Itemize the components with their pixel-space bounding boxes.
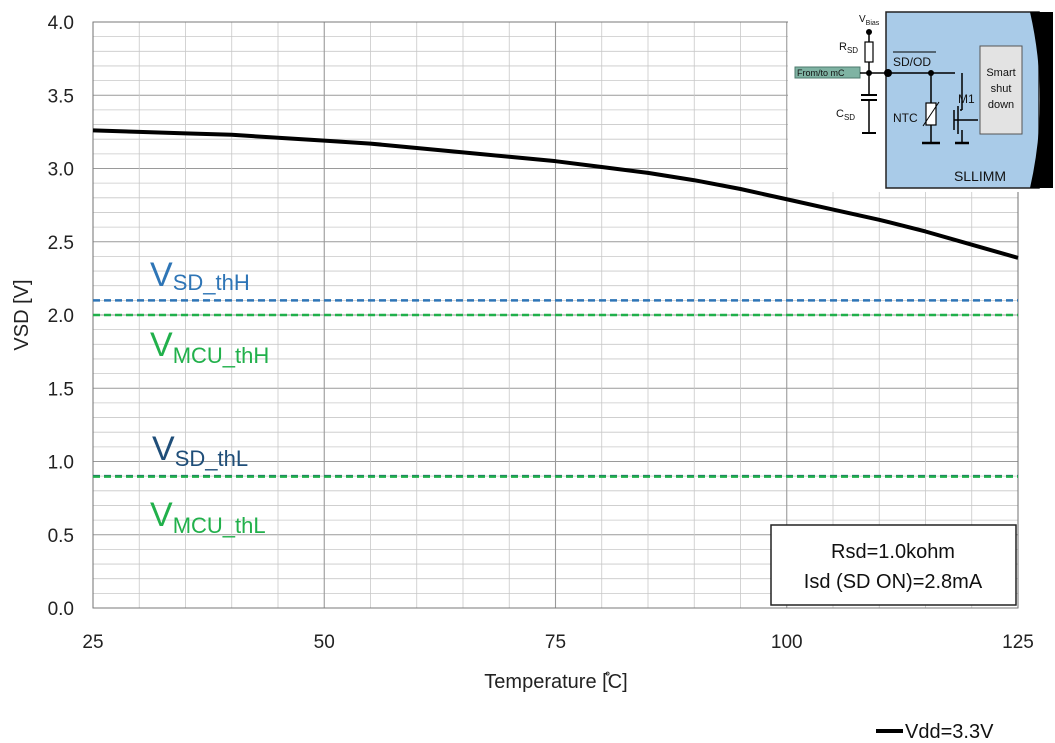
y-axis-title: VSD [V] — [11, 279, 33, 350]
threshold-label-mcu-thl: VMCU_thL — [150, 496, 266, 538]
x-tick-label: 25 — [82, 632, 103, 653]
y-tick-label: 1.5 — [48, 379, 74, 400]
x-axis-title: Temperature [̊C] — [484, 671, 627, 693]
inset-m1-label: M1 — [958, 92, 975, 106]
inset-smart-line-3: down — [988, 99, 1014, 111]
y-tick-label: 3.5 — [48, 86, 74, 107]
threshold-label-mcu-thh: VMCU_thH — [150, 326, 269, 368]
series-line — [92, 128, 1019, 260]
inset-module-edge — [1030, 12, 1053, 188]
y-tick-label: 2.0 — [48, 306, 74, 327]
inset-sdod-label: SD/OD — [893, 55, 931, 69]
y-tick-label: 2.5 — [48, 233, 74, 254]
y-tick-label: 0.0 — [48, 599, 74, 620]
y-tick-label: 3.0 — [48, 160, 74, 181]
inset-schematic: VBias RSD From/to mC CSD SD/OD NTC — [788, 5, 1053, 192]
x-tick-label: 100 — [771, 632, 803, 653]
annotation-line-2: Isd (SD ON)=2.8mA — [804, 571, 983, 593]
inset-ntc-label: NTC — [893, 111, 918, 125]
inset-from-to-label: From/to mC — [797, 68, 845, 78]
inset-smart-line-2: shut — [991, 83, 1012, 95]
y-tick-label: 0.5 — [48, 526, 74, 547]
y-tick-label: 4.0 — [48, 13, 74, 34]
tick-labels: 25 50 75 100 125 0.0 0.5 1.0 1.5 2.0 2.5 3.0 3.5 4.0 — [48, 13, 1034, 653]
annotation-line-1: Rsd=1.0kohm — [831, 541, 955, 563]
annotation-box: Rsd=1.0kohm Isd (SD ON)=2.8mA — [770, 524, 1017, 606]
inset-sllimm-label: SLLIMM — [954, 168, 1006, 184]
threshold-lines — [93, 299, 1018, 478]
inset-csd-label: CSD — [836, 108, 855, 122]
series-layer — [92, 128, 1019, 260]
inset-vbias-label: VBias — [859, 14, 880, 27]
inset-resistor-rsd — [864, 41, 874, 63]
x-tick-label: 75 — [545, 632, 566, 653]
inset-smart-line-1: Smart — [986, 67, 1015, 79]
y-tick-label: 1.0 — [48, 453, 74, 474]
inset-smart-shutdown-block — [979, 45, 1023, 135]
x-tick-label: 50 — [314, 632, 335, 653]
inset-rsd-label: RSD — [839, 41, 858, 55]
threshold-label-sd-thh: VSD_thH — [150, 256, 250, 295]
legend-label: Vdd=3.3V — [905, 721, 994, 743]
threshold-label-sd-thl: VSD_thL — [152, 430, 248, 471]
legend: Vdd=3.3V — [876, 721, 994, 743]
x-tick-label: 125 — [1002, 632, 1034, 653]
